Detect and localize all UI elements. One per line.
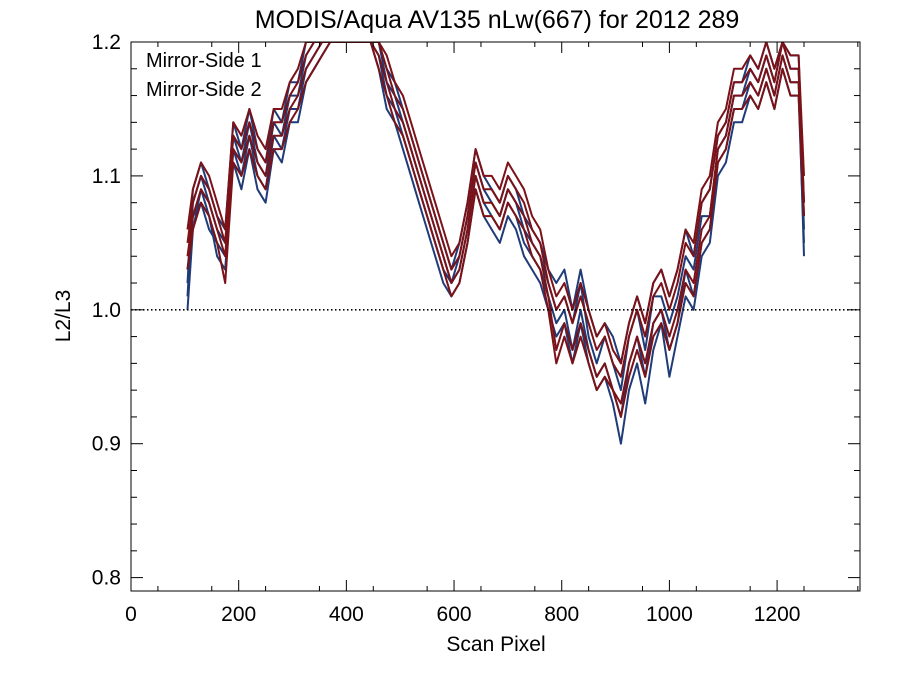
line-mirror-side-1-4: [186, 42, 805, 445]
axes: 0 200 400 600 800 1000 1200 0.8 0.9 1.0 1.1 1.2: [92, 31, 860, 626]
y-tick-label: 0.9: [92, 433, 121, 456]
y-tick-label: 1.2: [92, 31, 121, 54]
y-tick-label: 1.1: [92, 165, 121, 188]
y-tick-label: 0.8: [92, 567, 121, 590]
x-tick-label: 200: [221, 603, 256, 626]
series-lines: [186, 42, 805, 445]
x-tick-label: 800: [544, 603, 579, 626]
x-tick-label: 600: [437, 603, 472, 626]
chart-title: MODIS/Aqua AV135 nLw(667) for 2012 289: [255, 6, 740, 34]
x-axis-label: Scan Pixel: [446, 633, 545, 656]
line-mirror-side-2-2: [186, 42, 805, 405]
line-mirror-side-2-3: [186, 42, 805, 365]
legend-label-mirror-side-1: Mirror-Side 1: [146, 50, 262, 72]
x-tick-label: 400: [329, 603, 364, 626]
x-tick-label: 0: [125, 603, 137, 626]
y-tick-label: 1.0: [92, 299, 121, 322]
legend: Mirror-Side 1 Mirror-Side 2: [146, 50, 262, 101]
y-axis-label: L2/L3: [52, 290, 75, 343]
x-tick-label: 1000: [646, 603, 693, 626]
line-mirror-side-2-4: [186, 42, 805, 418]
x-tick-label: 1200: [754, 603, 801, 626]
plot-frame: [130, 41, 861, 592]
legend-label-mirror-side-2: Mirror-Side 2: [146, 79, 262, 101]
line-mirror-side-2-1: [186, 42, 805, 378]
